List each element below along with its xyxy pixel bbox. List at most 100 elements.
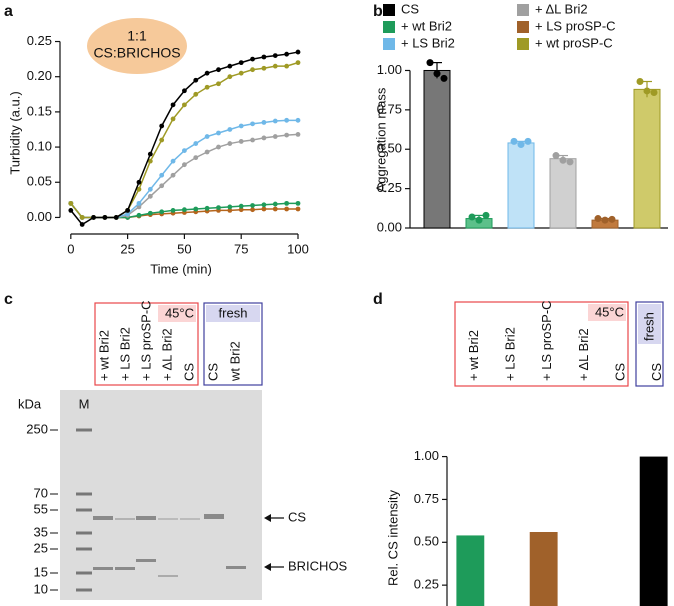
panel-label: c bbox=[4, 291, 13, 308]
point bbox=[250, 137, 255, 143]
point bbox=[170, 172, 176, 178]
x-axis-label: Time (min) bbox=[150, 261, 212, 276]
point bbox=[250, 121, 255, 127]
lane-label: M bbox=[79, 396, 90, 411]
point bbox=[216, 205, 221, 210]
y-tick-label: 0.75 bbox=[414, 491, 439, 506]
point bbox=[482, 211, 490, 219]
lane-label: + LS Bri2 bbox=[117, 327, 132, 381]
point bbox=[295, 49, 301, 55]
point bbox=[261, 202, 267, 208]
point bbox=[433, 70, 441, 78]
lane-label: CS bbox=[181, 363, 196, 381]
legend-label: CS bbox=[401, 1, 419, 16]
point bbox=[159, 183, 165, 189]
marker-band bbox=[76, 508, 92, 512]
annotation: 1:1 bbox=[127, 28, 147, 44]
point bbox=[238, 203, 244, 209]
category-label: + ΔL Bri2 bbox=[576, 328, 591, 381]
point bbox=[295, 132, 301, 137]
point bbox=[261, 65, 267, 71]
legend-swatch bbox=[517, 4, 529, 16]
point bbox=[68, 200, 74, 206]
point bbox=[193, 141, 199, 146]
point bbox=[510, 137, 518, 145]
point bbox=[250, 207, 255, 213]
point bbox=[125, 211, 131, 217]
point bbox=[204, 84, 210, 90]
band-label: BRICHOS bbox=[288, 558, 348, 573]
point bbox=[136, 186, 142, 192]
point bbox=[238, 70, 244, 76]
point bbox=[272, 206, 278, 212]
point bbox=[272, 134, 278, 139]
point bbox=[250, 203, 255, 208]
legend-label: + wt proSP-C bbox=[535, 35, 613, 50]
point bbox=[272, 63, 278, 69]
point bbox=[159, 172, 165, 178]
point bbox=[284, 206, 290, 212]
group-label: fresh bbox=[641, 312, 656, 341]
point bbox=[261, 54, 267, 60]
point bbox=[250, 56, 255, 62]
point bbox=[216, 81, 221, 87]
point bbox=[566, 158, 574, 166]
point bbox=[295, 60, 301, 66]
point bbox=[238, 60, 244, 66]
point bbox=[193, 91, 199, 97]
y-tick-label: 1.00 bbox=[414, 448, 439, 463]
y-tick-label: 0.50 bbox=[377, 141, 402, 156]
point bbox=[170, 208, 176, 213]
point bbox=[204, 134, 210, 139]
legend-label: + ΔL Bri2 bbox=[535, 1, 588, 16]
bar bbox=[639, 456, 668, 606]
point bbox=[79, 222, 85, 227]
point bbox=[147, 151, 153, 157]
lane-label: wt Bri2 bbox=[227, 341, 242, 382]
point bbox=[170, 102, 176, 108]
point bbox=[204, 149, 210, 155]
lane-label: CS bbox=[205, 363, 220, 381]
gel-bands bbox=[93, 514, 246, 577]
group-label-bg bbox=[638, 304, 661, 344]
gel bbox=[60, 390, 262, 600]
category-label: + LS Bri2 bbox=[502, 327, 517, 381]
marker-band bbox=[76, 531, 92, 535]
y-tick-label: 0.75 bbox=[377, 101, 402, 116]
legend-swatch bbox=[517, 38, 529, 50]
point bbox=[601, 216, 609, 224]
point bbox=[182, 88, 187, 94]
point bbox=[113, 215, 119, 220]
group-box bbox=[94, 302, 199, 386]
point bbox=[227, 63, 233, 69]
point bbox=[204, 205, 210, 211]
y-tick-label: 0.10 bbox=[27, 139, 52, 154]
point bbox=[238, 207, 244, 213]
point bbox=[650, 89, 658, 97]
point bbox=[295, 206, 301, 212]
point bbox=[261, 206, 267, 212]
bar bbox=[507, 142, 535, 229]
point bbox=[227, 141, 233, 146]
category-label: + LS proSP-C bbox=[539, 300, 554, 381]
x-tick-label: 100 bbox=[287, 241, 309, 256]
marker-label: 250 bbox=[26, 421, 48, 436]
point bbox=[159, 209, 165, 215]
point bbox=[193, 77, 199, 83]
marker-label: 25 bbox=[34, 540, 48, 555]
lane-label: + LS proSP-C bbox=[138, 300, 153, 381]
marker-band bbox=[76, 588, 92, 592]
point bbox=[170, 158, 176, 164]
marker-label: 15 bbox=[34, 564, 48, 579]
point bbox=[147, 158, 153, 164]
point bbox=[636, 78, 644, 86]
point bbox=[216, 130, 221, 136]
y-tick-label: 0.50 bbox=[414, 534, 439, 549]
group-label: 45°C bbox=[165, 305, 194, 320]
point bbox=[261, 120, 267, 125]
point bbox=[608, 215, 616, 223]
lane-label: + ΔL Bri2 bbox=[159, 328, 174, 381]
y-tick-label: 0.25 bbox=[377, 180, 402, 195]
legend-label: + LS Bri2 bbox=[401, 35, 455, 50]
legend-swatch bbox=[383, 4, 395, 16]
